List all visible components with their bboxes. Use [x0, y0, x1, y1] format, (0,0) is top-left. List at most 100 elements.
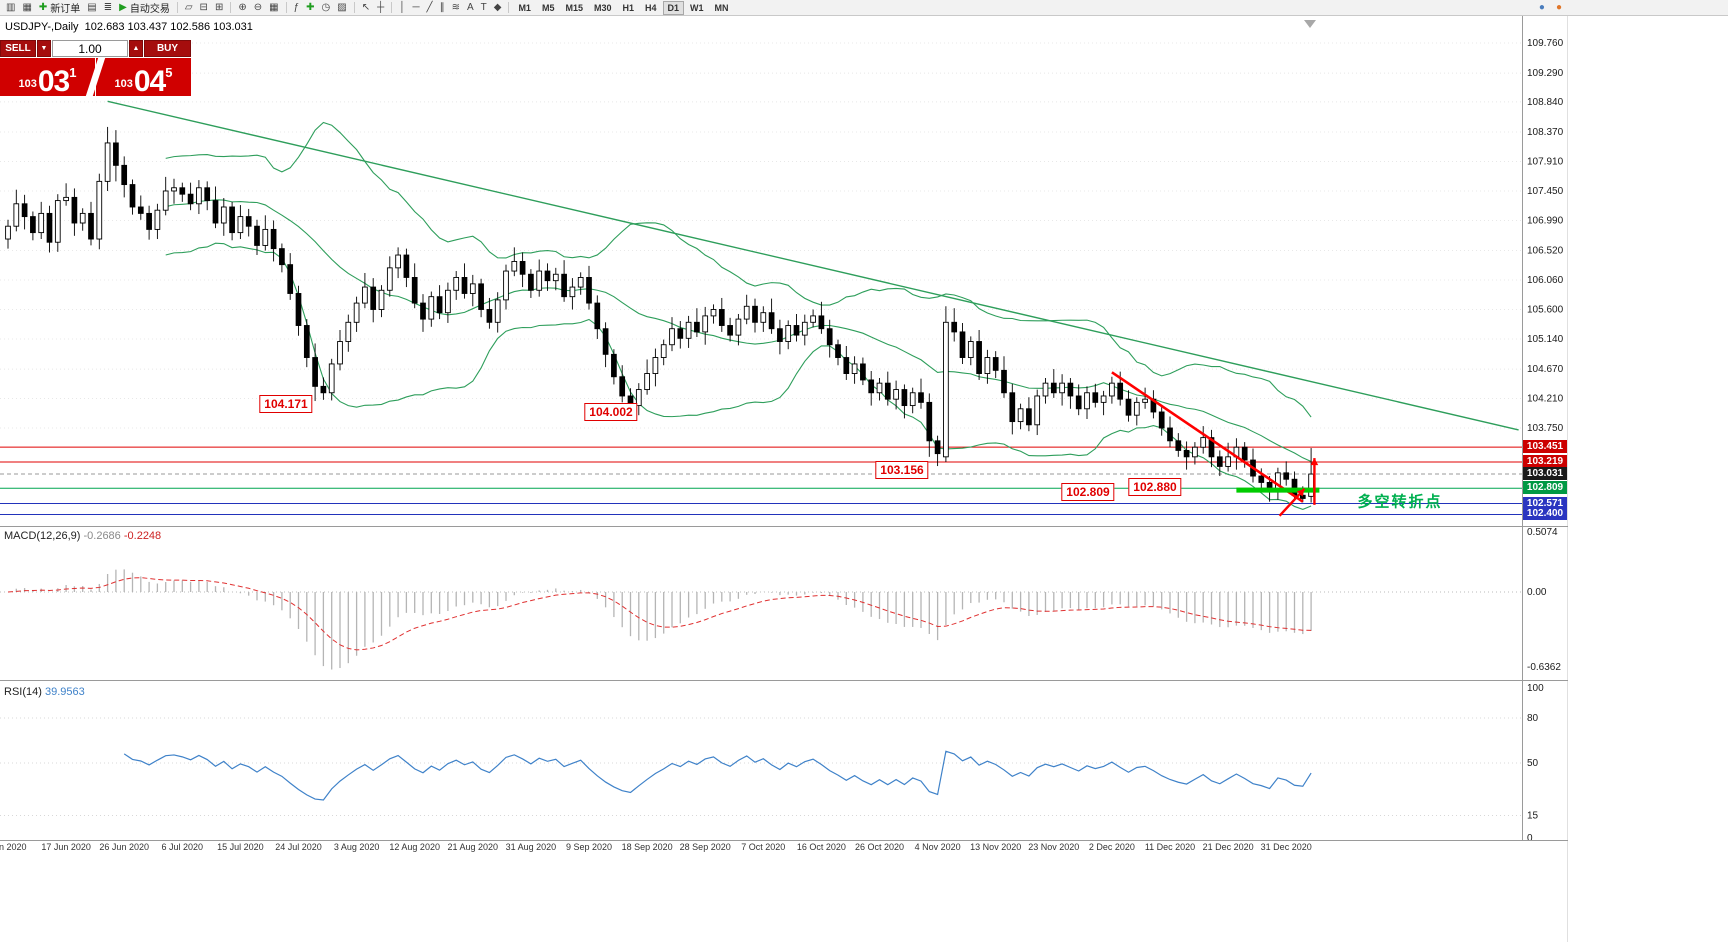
- vertical-line-icon: │: [399, 1, 406, 13]
- svg-text:31 Dec 2020: 31 Dec 2020: [1261, 842, 1312, 852]
- svg-text:Jun 2020: Jun 2020: [0, 842, 27, 852]
- cursor-icon[interactable]: ↖: [359, 1, 373, 15]
- sell-price-prefix: 103: [18, 78, 37, 90]
- new-order-icon: ✚: [38, 1, 48, 13]
- svg-text:21 Dec 2020: 21 Dec 2020: [1203, 842, 1254, 852]
- tile-vertically-icon[interactable]: ⊞: [212, 1, 226, 15]
- price-chart[interactable]: 109.760 109.290 108.840 108.370 107.910 107.4…: [0, 16, 1568, 942]
- sell-price-big: 03: [37, 64, 70, 98]
- chevron-up-icon: ▲: [132, 45, 140, 52]
- horizontal-line-icon: ─: [412, 1, 420, 13]
- add-indicator-icon[interactable]: ✚: [303, 1, 317, 15]
- symbol-ohlc-info: USDJPY-,Daily 102.683 103.437 102.586 10…: [5, 21, 253, 33]
- indicators-list-icon: ƒ: [293, 1, 300, 13]
- timeframe-m5-button[interactable]: M5: [537, 1, 560, 15]
- svg-text:24 Jul 2020: 24 Jul 2020: [275, 842, 322, 852]
- alerts-icon[interactable]: ●: [1553, 1, 1565, 15]
- volume-down-button[interactable]: ▼: [37, 40, 51, 57]
- toolbar-separator: [391, 2, 393, 13]
- channel-icon[interactable]: ∥: [437, 1, 448, 15]
- cascade-windows-icon[interactable]: ▱: [182, 1, 196, 15]
- svg-text:31 Aug 2020: 31 Aug 2020: [506, 842, 557, 852]
- buy-price-button[interactable]: 103 04 5: [96, 58, 191, 96]
- svg-text:0: 0: [1527, 833, 1533, 844]
- timeframe-w1-button[interactable]: W1: [685, 1, 709, 15]
- svg-text:4 Nov 2020: 4 Nov 2020: [915, 842, 961, 852]
- timeframe-m1-button[interactable]: M1: [513, 1, 536, 15]
- volume-input[interactable]: [52, 40, 128, 57]
- auto-trading-icon: ▶: [119, 1, 127, 13]
- svg-text:13 Nov 2020: 13 Nov 2020: [970, 842, 1021, 852]
- trendline-icon[interactable]: ╱: [424, 1, 436, 15]
- timeframe-h1-button[interactable]: H1: [618, 1, 640, 15]
- timeframe-h4-button[interactable]: H4: [640, 1, 662, 15]
- svg-text:107.450: 107.450: [1527, 186, 1564, 197]
- timeframe-d1-button[interactable]: D1: [662, 0, 685, 15]
- svg-text:104.210: 104.210: [1527, 394, 1564, 405]
- data-window-icon: ≣: [103, 1, 113, 13]
- candlestick-chart-icon[interactable]: ▦: [19, 1, 34, 15]
- zoom-out-icon[interactable]: ⊖: [251, 1, 265, 15]
- sell-price-button[interactable]: 103 03 1: [0, 58, 95, 96]
- sell-price-sup: 1: [69, 65, 77, 80]
- periods-icon[interactable]: ◷: [319, 1, 334, 15]
- toolbar-right-group: ● ●: [1536, 1, 1565, 15]
- charts-bar-ic0n-icon[interactable]: ▥: [3, 1, 18, 15]
- indicators-list-icon[interactable]: ƒ: [291, 1, 303, 15]
- volume-up-button[interactable]: ▲: [129, 40, 143, 57]
- zoom-in-icon[interactable]: ⊕: [235, 1, 249, 15]
- data-window-icon[interactable]: ≣: [101, 1, 115, 15]
- svg-text:107.910: 107.910: [1527, 157, 1564, 168]
- candlestick-series: [5, 126, 1314, 503]
- svg-text:17 Jun 2020: 17 Jun 2020: [41, 842, 91, 852]
- vertical-line-icon[interactable]: │: [396, 1, 408, 15]
- svg-text:100: 100: [1527, 683, 1544, 694]
- svg-text:108.370: 108.370: [1527, 127, 1564, 138]
- community-icon[interactable]: ●: [1536, 1, 1548, 15]
- rsi-indicator: [0, 717, 1522, 816]
- horizontal-line-icon[interactable]: ─: [409, 1, 422, 15]
- auto-trading-button[interactable]: ▶ 自动交易: [116, 1, 173, 15]
- svg-text:21 Aug 2020: 21 Aug 2020: [448, 842, 499, 852]
- market-watch-icon[interactable]: ▤: [84, 1, 99, 15]
- arrows-palette-icon[interactable]: ◆: [491, 1, 505, 15]
- crosshair-icon: ┼: [377, 1, 385, 13]
- crosshair-icon[interactable]: ┼: [374, 1, 387, 15]
- zoom-in-icon: ⊕: [238, 1, 247, 13]
- new-order-button[interactable]: ✚ 新订单: [36, 1, 83, 15]
- svg-text:80: 80: [1527, 713, 1539, 724]
- svg-text:26 Jun 2020: 26 Jun 2020: [99, 842, 149, 852]
- svg-text:28 Sep 2020: 28 Sep 2020: [680, 842, 731, 852]
- timeframe-mn-button[interactable]: MN: [710, 1, 734, 15]
- tile-vertically-icon: ⊞: [214, 1, 224, 13]
- svg-text:16 Oct 2020: 16 Oct 2020: [797, 842, 846, 852]
- toolbar-separator: [353, 2, 355, 13]
- text-label-icon[interactable]: T: [478, 1, 490, 15]
- templates-icon: ▨: [337, 1, 347, 13]
- svg-text:12 Aug 2020: 12 Aug 2020: [389, 842, 440, 852]
- text-icon[interactable]: A: [464, 1, 477, 15]
- arrange-windows-icon[interactable]: ▦: [266, 1, 281, 15]
- trendlines: [107, 100, 1519, 431]
- templates-icon[interactable]: ▨: [334, 1, 349, 15]
- timeframe-m15-button[interactable]: M15: [560, 1, 588, 15]
- market-watch-icon: ▤: [87, 1, 97, 13]
- sell-button[interactable]: SELL: [0, 40, 36, 57]
- svg-text:2 Dec 2020: 2 Dec 2020: [1089, 842, 1135, 852]
- svg-text:106.990: 106.990: [1527, 215, 1564, 226]
- panel-separators: [0, 16, 1568, 841]
- timeframe-m30-button[interactable]: M30: [589, 1, 617, 15]
- svg-text:26 Oct 2020: 26 Oct 2020: [855, 842, 904, 852]
- fibonacci-icon[interactable]: ≋: [449, 1, 463, 15]
- svg-text:11 Dec 2020: 11 Dec 2020: [1145, 842, 1195, 852]
- chart-window-usdjpy-daily[interactable]: 109.760 109.290 108.840 108.370 107.910 107.4…: [0, 16, 1568, 942]
- buy-button[interactable]: BUY: [144, 40, 191, 57]
- text-label-icon: T: [480, 1, 487, 13]
- channel-icon: ∥: [439, 1, 445, 13]
- macd-indicator-label: MACD(12,26,9) -0.2686 -0.2248: [4, 530, 161, 542]
- svg-text:-0.6362: -0.6362: [1527, 662, 1561, 673]
- svg-text:7 Oct 2020: 7 Oct 2020: [741, 842, 785, 852]
- toolbar-separator: [176, 2, 178, 13]
- annotation-objects: [1111, 20, 1320, 517]
- tile-horizontally-icon[interactable]: ⊟: [197, 1, 211, 15]
